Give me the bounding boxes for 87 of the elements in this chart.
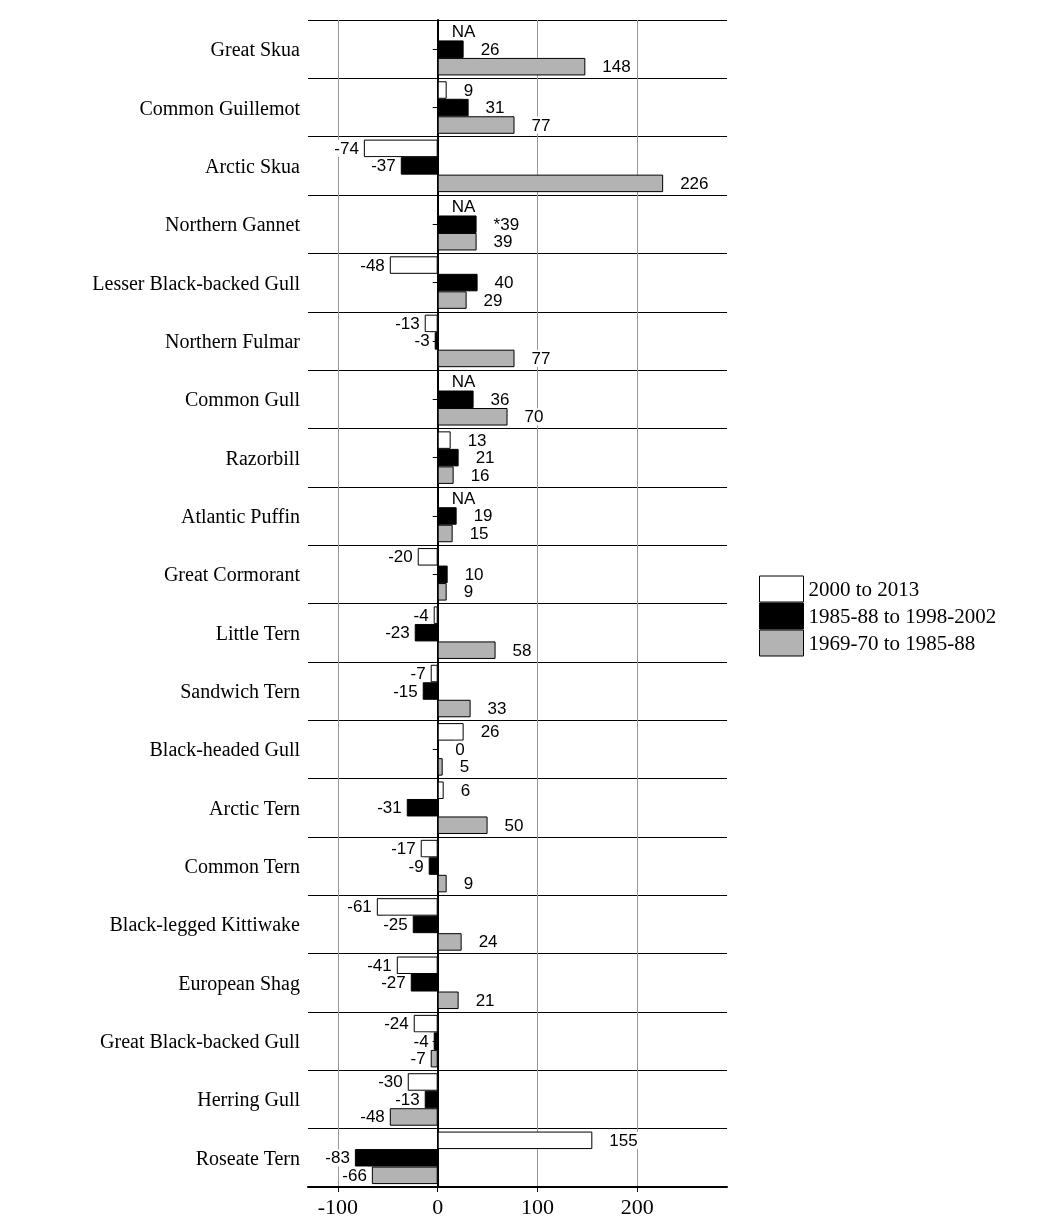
data-label: 13 <box>467 430 487 450</box>
data-label: 26 <box>480 722 500 742</box>
data-label: 9 <box>463 582 474 602</box>
legend-label: 1969-70 to 1985-88 <box>808 631 976 655</box>
y-tick-label: Little Tern <box>215 621 300 644</box>
data-label: -66 <box>342 1165 367 1185</box>
data-label: 33 <box>487 699 507 719</box>
data-label: 19 <box>473 506 493 526</box>
data-label: 9 <box>463 874 474 894</box>
data-label: -3 <box>414 331 430 351</box>
data-label: 0 <box>455 739 465 759</box>
y-tick-label: Great Black-backed Gull <box>100 1030 301 1053</box>
data-label: 29 <box>483 290 503 310</box>
text: NA <box>451 372 476 392</box>
y-tick-label: Northern Fulmar <box>165 329 301 352</box>
data-label: -4 <box>413 605 429 625</box>
text: NA <box>451 488 476 508</box>
y-tick-label: Atlantic Puffin <box>180 504 300 527</box>
data-label: -27 <box>381 973 406 993</box>
y-tick-label: Arctic Tern <box>209 796 300 819</box>
data-label: -15 <box>393 681 418 701</box>
y-tick-label: Black-headed Gull <box>149 738 301 761</box>
y-tick-label: European Shag <box>178 971 300 995</box>
data-label: -41 <box>367 955 392 975</box>
y-tick-label: Arctic Skua <box>205 154 301 177</box>
y-tick-label: Great Cormorant <box>163 563 301 586</box>
data-label: -83 <box>325 1148 350 1168</box>
y-tick-label: Sandwich Tern <box>180 680 300 703</box>
data-label: 21 <box>475 448 495 468</box>
data-label: -9 <box>408 856 424 876</box>
text: NA <box>451 197 476 217</box>
data-label: 6 <box>460 780 471 800</box>
data-label: 226 <box>680 173 709 193</box>
y-tick-label: Common Guillemot <box>139 96 301 119</box>
data-label: 36 <box>490 389 510 409</box>
data-label: 40 <box>494 273 514 293</box>
data-label: 31 <box>485 98 505 118</box>
data-label: -74 <box>334 138 359 158</box>
y-tick-label: Roseate Tern <box>195 1146 300 1169</box>
data-label: -7 <box>410 664 426 684</box>
data-label: -48 <box>360 1107 385 1127</box>
y-tick-label: Razorbill <box>225 446 301 469</box>
data-label: -25 <box>383 914 408 934</box>
data-label: 39 <box>493 232 513 252</box>
data-label: -4 <box>413 1031 429 1051</box>
data-label: -23 <box>385 623 410 643</box>
data-label: 15 <box>469 523 489 543</box>
y-tick-label: Great Skua <box>210 38 301 61</box>
data-label: -17 <box>391 839 416 859</box>
legend-label: 2000 to 2013 <box>808 577 920 601</box>
data-label: 16 <box>470 465 490 485</box>
data-label: 21 <box>475 990 495 1010</box>
y-tick-label: Common Tern <box>184 855 300 878</box>
data-label: -61 <box>347 897 372 917</box>
data-label: 5 <box>459 757 470 777</box>
data-label: 148 <box>602 57 631 77</box>
data-label: 70 <box>524 407 544 427</box>
data-label: -31 <box>377 798 402 818</box>
data-label: -7 <box>410 1049 426 1069</box>
x-tick-label: 100 <box>520 1193 554 1219</box>
y-tick-label: Black-legged Kittiwake <box>109 913 301 937</box>
data-label: 50 <box>504 815 524 835</box>
data-label: -13 <box>395 313 420 333</box>
data-label: -37 <box>371 156 396 176</box>
data-label: -24 <box>384 1014 409 1034</box>
data-label: 26 <box>480 39 500 59</box>
data-label: 155 <box>609 1130 638 1150</box>
x-tick-label: 200 <box>620 1193 654 1219</box>
data-label: -30 <box>378 1072 403 1092</box>
y-tick-label: Northern Gannet <box>165 213 301 236</box>
x-tick-label: 0 <box>432 1193 444 1219</box>
data-label: -13 <box>395 1089 420 1109</box>
text: NA <box>451 22 476 42</box>
data-label: 77 <box>531 115 551 135</box>
data-label: 10 <box>464 564 484 584</box>
y-tick-label: Lesser Black-backed Gull <box>92 271 301 294</box>
data-label: *39 <box>493 214 520 234</box>
legend-label: 1985-88 to 1998-2002 <box>808 604 997 628</box>
y-tick-label: Common Gull <box>184 388 301 411</box>
data-label: -20 <box>388 547 413 567</box>
data-label: -48 <box>360 255 385 275</box>
y-tick-label: Herring Gull <box>197 1088 301 1112</box>
data-label: 9 <box>463 80 474 100</box>
x-tick-label: -100 <box>317 1193 359 1219</box>
data-label: 58 <box>512 640 532 660</box>
data-label: 24 <box>478 932 498 952</box>
data-label: 77 <box>531 348 551 368</box>
